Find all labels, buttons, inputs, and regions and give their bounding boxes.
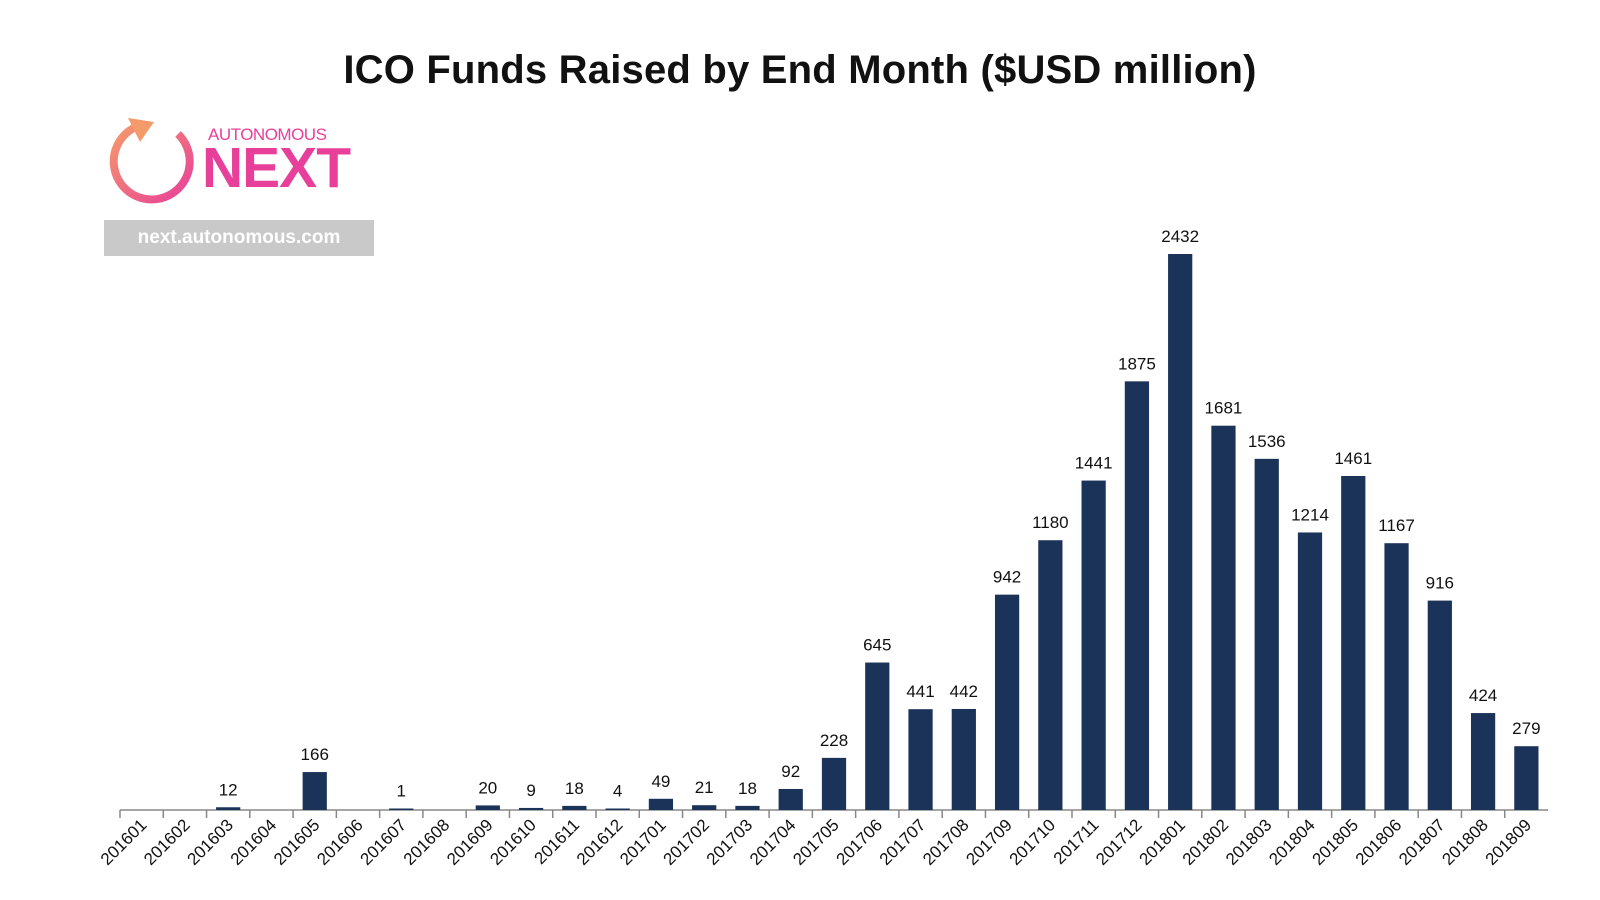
data-label-201701: 49: [651, 772, 670, 791]
bar-201701: [648, 798, 674, 810]
data-label-201802: 1681: [1205, 399, 1243, 418]
bar-201806: [1384, 543, 1409, 810]
bar-201712: [1124, 381, 1150, 810]
x-tick-label: 201806: [1352, 815, 1406, 869]
x-tick-label: 201711: [1050, 815, 1103, 868]
data-label-201702: 21: [695, 778, 714, 797]
data-label-201709: 942: [993, 568, 1021, 587]
bar-201707: [908, 709, 933, 810]
bar-201708: [951, 708, 976, 810]
x-tick-label: 201804: [1265, 815, 1319, 869]
x-tick-label: 201707: [876, 815, 930, 869]
x-tick-label: 201708: [919, 815, 973, 869]
x-tick-label: 201808: [1438, 815, 1492, 869]
data-label-201611: 18: [565, 779, 584, 798]
x-tick-label: 201704: [746, 815, 800, 869]
x-tick-label: 201709: [962, 815, 1016, 869]
bar-201705: [821, 757, 847, 810]
x-tick-label: 201610: [486, 815, 540, 869]
x-tick-label: 201601: [97, 815, 151, 869]
data-label-201804: 1214: [1291, 505, 1329, 524]
bar-201803: [1254, 458, 1279, 810]
data-label-201806: 1167: [1378, 516, 1415, 535]
x-tick-label: 201802: [1179, 815, 1233, 869]
logo-big-text: NEXT: [202, 136, 351, 200]
x-tick-label: 201803: [1222, 815, 1276, 869]
bar-201711: [1081, 480, 1106, 810]
x-tick-label: 201606: [313, 815, 367, 869]
bar-201808: [1470, 713, 1496, 810]
data-label-201803: 1536: [1248, 432, 1286, 451]
x-tick-label: 201603: [183, 815, 237, 869]
bar-201609: [475, 805, 500, 810]
bar-201801: [1168, 254, 1193, 810]
bar-201802: [1211, 425, 1236, 810]
bar-201610: [518, 807, 544, 810]
bar-201710: [1038, 540, 1063, 810]
bar-201704: [778, 788, 803, 810]
x-tick-label: 201607: [357, 815, 411, 869]
logo-small-text: AUTONOMOUS: [208, 125, 327, 144]
bar-201702: [692, 805, 717, 810]
x-tick-label: 201605: [270, 815, 324, 869]
x-tick-label: 201612: [573, 815, 627, 869]
data-label-201603: 12: [219, 780, 238, 799]
data-label-201808: 424: [1469, 686, 1497, 705]
bar-201603: [216, 807, 241, 810]
x-tick-label: 201701: [616, 815, 670, 869]
data-label-201605: 166: [301, 745, 329, 764]
x-tick-label: 201602: [140, 815, 194, 869]
bar-201807: [1427, 600, 1452, 810]
bar-201607: [389, 808, 414, 810]
data-label-201707: 441: [906, 682, 934, 701]
x-tick-label: 201706: [833, 815, 887, 869]
bar-201706: [865, 662, 890, 810]
data-label-201807: 916: [1426, 574, 1454, 593]
data-label-201809: 279: [1512, 719, 1540, 738]
x-tick-label: 201705: [789, 815, 843, 869]
x-tick-label: 201608: [400, 815, 454, 869]
data-label-201801: 2432: [1161, 227, 1199, 246]
x-tick-label: 201710: [1006, 815, 1060, 869]
data-label-201712: 1875: [1118, 354, 1156, 373]
x-tick-label: 201807: [1395, 815, 1449, 869]
chart-title: ICO Funds Raised by End Month ($USD mill…: [343, 48, 1257, 92]
bar-201804: [1297, 532, 1323, 810]
bar-201709: [994, 594, 1020, 810]
x-tick-label: 201712: [1092, 815, 1146, 869]
data-label-201610: 9: [526, 781, 535, 800]
refresh-arrow-icon: [109, 118, 194, 204]
x-tick-label: 201801: [1135, 815, 1189, 869]
data-label-201612: 4: [613, 782, 622, 801]
x-tick-label: 201703: [703, 815, 757, 869]
bar-201612: [605, 808, 630, 810]
data-label-201609: 20: [478, 778, 497, 797]
data-label-201704: 92: [781, 762, 800, 781]
data-label-201703: 18: [738, 779, 757, 798]
logo-url: next.autonomous.com: [104, 220, 374, 256]
bar-201611: [562, 805, 587, 810]
x-tick-label: 201805: [1309, 815, 1363, 869]
bar-201805: [1341, 475, 1366, 810]
data-label-201708: 442: [950, 682, 978, 701]
bar-201809: [1514, 746, 1539, 810]
autonomous-next-logo: AUTONOMOUS NEXT next.autonomous.com: [104, 108, 374, 258]
data-label-201706: 645: [863, 636, 891, 655]
x-tick-label: 201809: [1482, 815, 1536, 869]
bar-201605: [302, 772, 327, 810]
x-tick-label: 201611: [531, 815, 584, 868]
data-label-201711: 1441: [1075, 454, 1113, 473]
data-label-201607: 1: [397, 782, 406, 801]
x-tick-label: 201604: [227, 815, 281, 869]
x-tick-label: 201702: [659, 815, 713, 869]
data-label-201805: 1461: [1334, 449, 1372, 468]
data-label-201705: 228: [820, 731, 848, 750]
x-tick-label: 201609: [443, 815, 497, 869]
bar-201703: [735, 805, 760, 810]
data-label-201710: 1180: [1032, 513, 1069, 532]
